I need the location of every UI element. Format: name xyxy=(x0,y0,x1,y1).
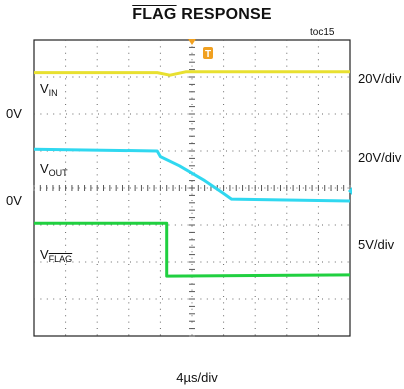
chart-title: FLAG RESPONSE xyxy=(0,6,404,24)
series-label-in: VIN xyxy=(40,81,58,98)
trace-flag xyxy=(34,221,351,278)
series-label-subscript: OUT xyxy=(48,167,68,178)
trigger-level-marker xyxy=(203,47,213,59)
series-label-out: VOUT xyxy=(40,161,68,178)
trace-in xyxy=(34,70,350,77)
series-label-main: V xyxy=(40,160,49,176)
channel-level-marker xyxy=(348,186,352,195)
scale-label: 20V/div xyxy=(358,70,402,86)
trigger-position-marker xyxy=(188,39,196,45)
figure-id: toc15 xyxy=(310,27,335,38)
zero-level-label: 0V xyxy=(6,106,22,121)
scale-label: 20V/div xyxy=(358,150,402,166)
x-axis-label: 4µs/div xyxy=(176,370,218,385)
title-overlined-part: FLAG xyxy=(132,6,177,23)
scale-label: 5V/div xyxy=(358,237,395,253)
series-label-main: V xyxy=(40,247,49,263)
series-label-flag: VFLAG xyxy=(40,247,72,264)
trigger-marker-letter: T xyxy=(205,49,211,60)
zero-level-label: 0V xyxy=(6,192,22,208)
trace-out xyxy=(33,147,351,203)
series-label-subscript: FLAG xyxy=(48,254,73,265)
series-label-main: V xyxy=(40,80,49,96)
series-label-subscript: IN xyxy=(48,87,58,98)
title-rest: RESPONSE xyxy=(176,6,272,23)
